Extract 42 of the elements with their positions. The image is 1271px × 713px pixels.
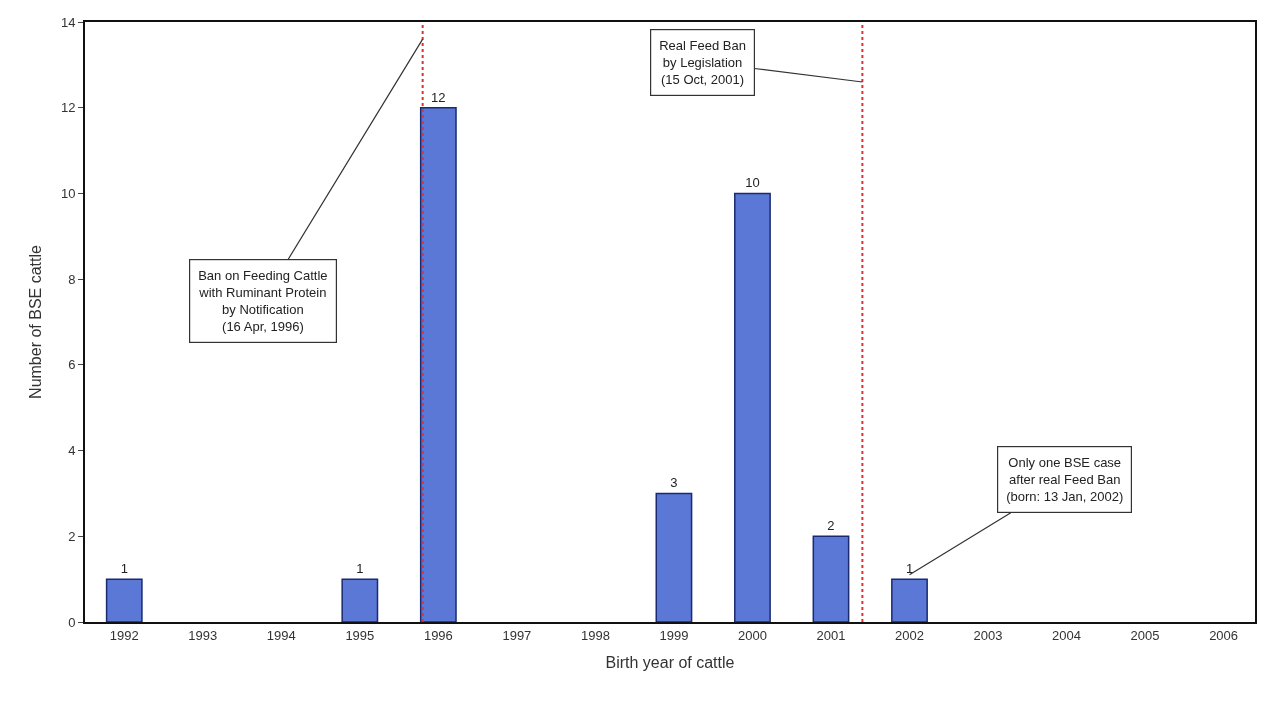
y-tick-label: 10	[60, 185, 76, 201]
x-tick-label: 2003	[973, 627, 1003, 643]
x-tick-label: 1999	[659, 627, 689, 643]
x-tick-label: 1997	[502, 627, 532, 643]
data-label: 12	[431, 89, 446, 105]
x-tick-label: 2000	[737, 627, 767, 643]
x-tick-label: 1998	[580, 627, 610, 643]
x-tick-label: 2002	[895, 627, 924, 643]
bar	[341, 578, 379, 622]
x-tick-label: 1995	[345, 627, 375, 643]
x-tick-label: 1992	[109, 627, 139, 643]
x-tick-label: 2004	[1052, 627, 1081, 643]
bar	[891, 578, 928, 622]
annotation: Real Feed Ban by Legislation (15 Oct, 2001)	[659, 38, 746, 87]
y-tick-label: 0	[68, 614, 76, 630]
bar	[734, 192, 771, 622]
x-tick-label: 2005	[1130, 627, 1160, 643]
x-axis-title: Birth year of cattle	[605, 653, 735, 671]
bar	[812, 535, 850, 622]
data-label: 3	[670, 475, 678, 491]
bar	[105, 578, 143, 622]
x-tick-label: 1996	[423, 627, 453, 643]
y-tick-label: 12	[60, 100, 76, 116]
y-tick-label: 6	[68, 357, 76, 373]
data-label: 10	[745, 175, 760, 191]
y-tick-label: 2	[68, 528, 76, 544]
bar	[419, 106, 457, 622]
x-tick-label: 1993	[188, 627, 218, 643]
data-label: 2	[827, 518, 835, 534]
data-label: 1	[120, 561, 128, 577]
x-tick-label: 2006	[1209, 627, 1239, 643]
data-label: 1	[905, 561, 914, 577]
bar	[655, 492, 693, 622]
data-label: 1	[356, 561, 364, 577]
y-tick-label: 4	[68, 443, 76, 459]
y-tick-label: 8	[68, 271, 76, 287]
annotation: Ban on Feeding Cattle with Ruminant Protein by Notification (16 Apr, 1996)	[198, 268, 328, 334]
x-tick-label: 2001	[816, 627, 846, 643]
y-axis-title: Number of BSE cattle	[27, 244, 45, 399]
x-tick-label: 1994	[266, 627, 296, 643]
annotation: Only one BSE case after real Feed Ban (born: 13 Jan, 2002)	[1006, 455, 1124, 504]
y-tick-label: 14	[60, 14, 76, 30]
